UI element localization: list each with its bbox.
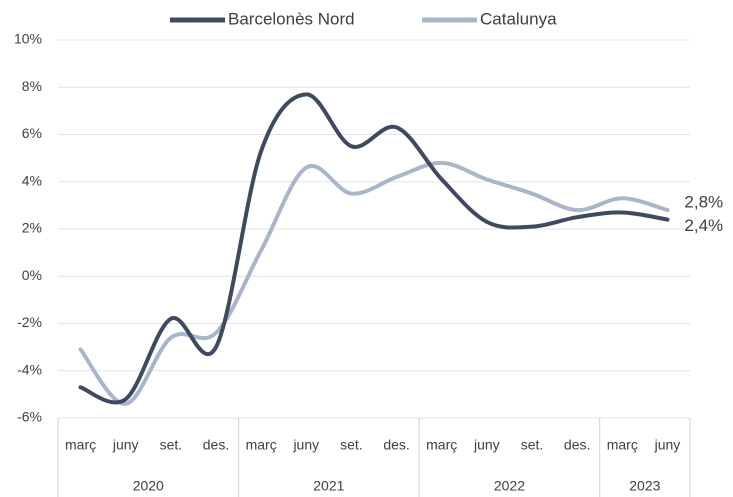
x-tick-label: març (65, 437, 96, 453)
x-tick-label: des. (383, 437, 409, 453)
group-label: 2020 (133, 478, 164, 494)
x-tick-label: març (246, 437, 277, 453)
x-tick-label: set. (340, 437, 363, 453)
y-tick-label: 8% (22, 78, 42, 94)
group-label: 2023 (629, 478, 660, 494)
y-tick-label: 6% (22, 125, 42, 141)
x-tick-label: juny (112, 437, 139, 453)
x-tick-label: juny (654, 437, 681, 453)
y-tick-label: 4% (22, 172, 42, 188)
legend-label: Catalunya (480, 9, 557, 28)
x-tick-label: set. (160, 437, 183, 453)
series-line (78, 92, 670, 405)
y-tick-label: 10% (14, 31, 42, 47)
x-tick-label: març (426, 437, 457, 453)
x-tick-label: des. (203, 437, 229, 453)
y-tick-label: -6% (17, 409, 42, 425)
group-label: 2021 (313, 478, 344, 494)
y-tick-label: 0% (22, 267, 42, 283)
value-label: 2,4% (684, 216, 723, 235)
x-tick-label: març (607, 437, 638, 453)
group-label: 2022 (494, 478, 525, 494)
y-tick-label: -4% (17, 361, 42, 377)
x-tick-label: des. (564, 437, 590, 453)
x-tick-label: set. (521, 437, 544, 453)
x-tick-label: juny (292, 437, 319, 453)
series-line (78, 160, 670, 406)
x-tick-label: juny (473, 437, 500, 453)
value-label: 2,8% (684, 193, 723, 212)
y-tick-label: 2% (22, 220, 42, 236)
y-tick-label: -2% (17, 314, 42, 330)
legend-label: Barcelonès Nord (228, 9, 355, 28)
